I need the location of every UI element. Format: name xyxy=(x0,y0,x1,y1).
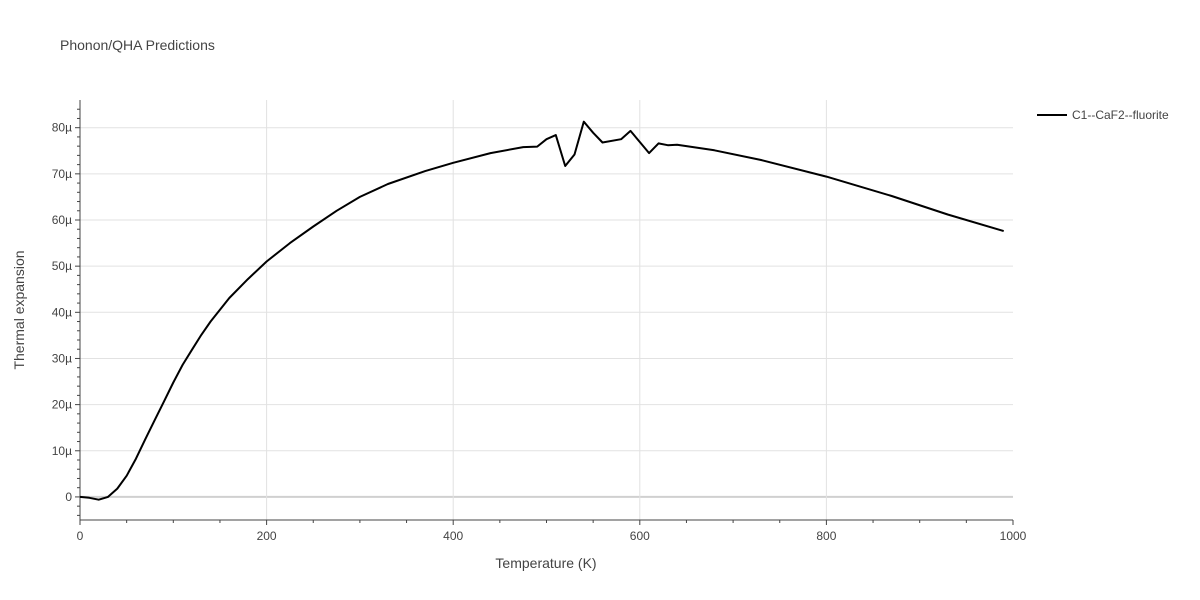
axes: 0 10µ 20µ 30µ 40µ 50µ 60µ 70µ 80µ 0 200 400 600 800 10… xyxy=(52,100,1027,543)
x-tick-label: 800 xyxy=(816,529,836,543)
x-axis-title: Temperature (K) xyxy=(495,555,596,571)
y-axis-title: Thermal expansion xyxy=(11,250,27,369)
y-tick-label: 10µ xyxy=(52,444,72,458)
x-tick-label: 0 xyxy=(77,529,84,543)
x-tick-label: 600 xyxy=(630,529,650,543)
grid-lines xyxy=(80,100,1013,520)
series-layer xyxy=(79,120,1004,501)
series-line xyxy=(79,120,1004,501)
legend[interactable]: C1--CaF2--fluorite xyxy=(1037,108,1169,122)
y-tick-label: 30µ xyxy=(52,351,72,365)
x-tick-label: 200 xyxy=(257,529,277,543)
y-tick-label: 70µ xyxy=(52,167,72,181)
chart-title: Phonon/QHA Predictions xyxy=(60,37,215,53)
x-tick-label: 400 xyxy=(443,529,463,543)
y-tick-label: 20µ xyxy=(52,398,72,412)
x-tick-label: 1000 xyxy=(1000,529,1027,543)
y-tick-label: 80µ xyxy=(52,121,72,135)
y-tick-label: 0 xyxy=(65,490,72,504)
y-tick-label: 40µ xyxy=(52,305,72,319)
legend-label: C1--CaF2--fluorite xyxy=(1072,108,1169,122)
y-tick-label: 50µ xyxy=(52,259,72,273)
y-tick-label: 60µ xyxy=(52,213,72,227)
